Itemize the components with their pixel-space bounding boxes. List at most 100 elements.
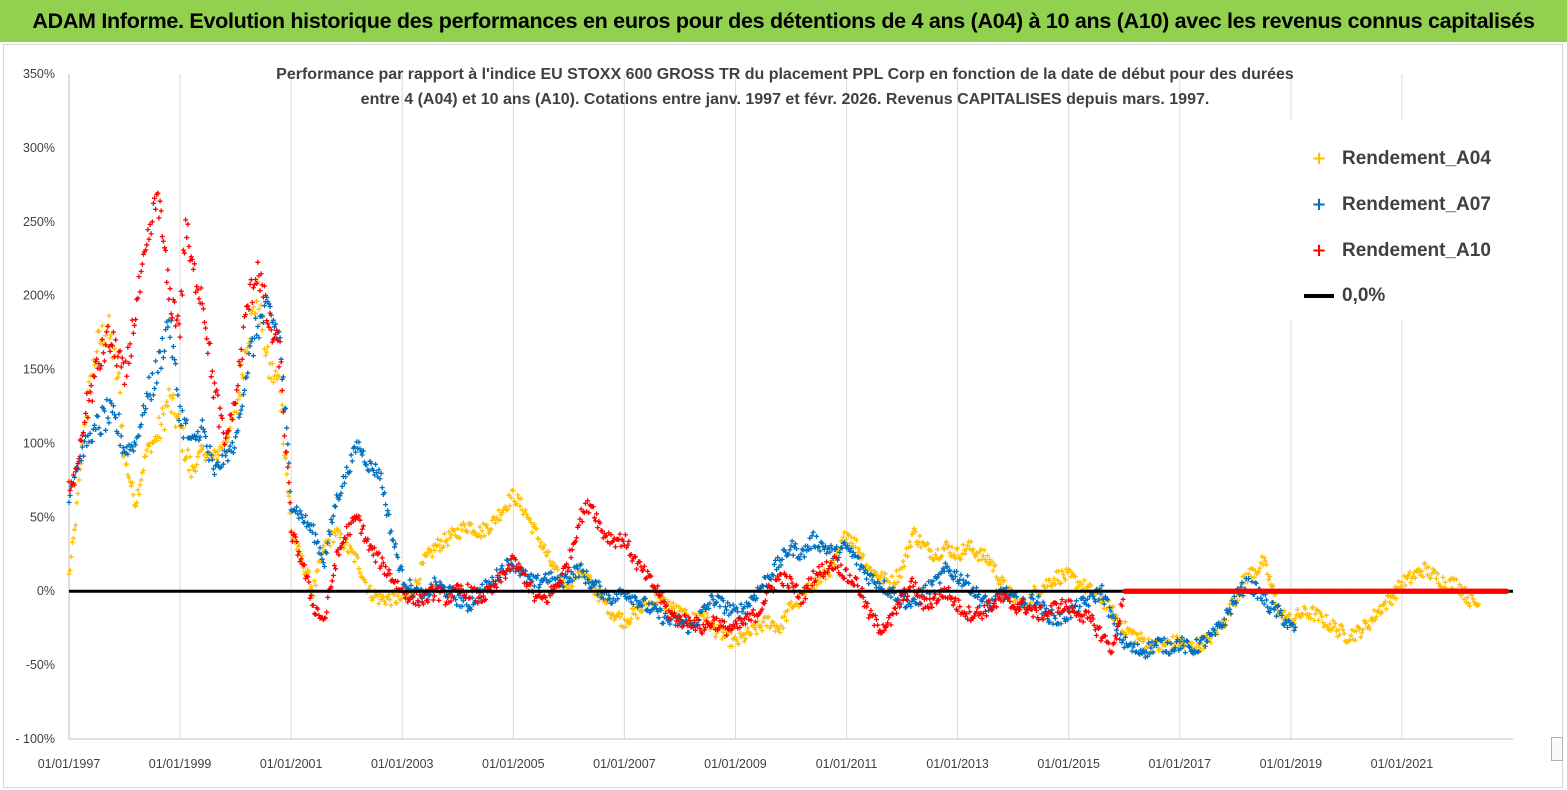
data-point: [1119, 603, 1125, 609]
data-point: [248, 277, 254, 283]
data-point: [1265, 604, 1271, 610]
data-point: [326, 528, 332, 534]
data-point: [898, 593, 904, 599]
data-point: [279, 388, 285, 394]
data-point: [577, 516, 583, 522]
data-point: [801, 554, 807, 560]
data-point: [1208, 640, 1214, 646]
data-point: [1399, 579, 1405, 585]
resize-handle[interactable]: [1551, 737, 1563, 761]
data-point: [280, 441, 286, 447]
data-point: [816, 544, 822, 550]
data-point: [249, 308, 255, 314]
data-point: [144, 390, 150, 396]
data-point: [246, 306, 252, 312]
data-point: [810, 529, 816, 535]
chart-title-line1: Performance par rapport à l'indice EU ST…: [276, 66, 1294, 83]
data-point: [156, 215, 162, 221]
data-point: [447, 535, 453, 541]
data-point: [254, 298, 260, 304]
data-point: [1059, 597, 1065, 603]
data-point: [606, 592, 612, 598]
data-point: [634, 566, 640, 572]
data-point: [900, 558, 906, 564]
data-point: [184, 235, 190, 241]
data-point: [244, 374, 250, 380]
data-point: [941, 546, 947, 552]
data-point: [195, 429, 201, 435]
data-point: [425, 599, 431, 605]
data-point: [1191, 647, 1197, 653]
data-point: [267, 304, 273, 310]
data-point: [74, 466, 80, 472]
data-point: [281, 452, 287, 458]
data-point: [514, 501, 520, 507]
data-point: [349, 458, 355, 464]
data-point: [555, 567, 561, 573]
data-point: [798, 551, 804, 557]
data-point: [385, 508, 391, 514]
data-point: [952, 595, 958, 601]
data-point: [475, 600, 481, 606]
data-point: [1012, 607, 1018, 613]
data-point: [931, 595, 937, 601]
data-point: [219, 415, 225, 421]
data-point: [237, 362, 243, 368]
data-point: [325, 594, 331, 600]
data-point: [977, 549, 983, 555]
data-point: [860, 564, 866, 570]
data-point: [788, 543, 794, 549]
data-point: [1138, 630, 1144, 636]
data-point: [496, 507, 502, 513]
data-point: [809, 583, 815, 589]
data-point: [1239, 580, 1245, 586]
data-point: [978, 546, 984, 552]
data-point: [995, 592, 1001, 598]
y-tick-label: 100%: [23, 436, 55, 450]
data-point: [100, 405, 106, 411]
data-point: [848, 534, 854, 540]
data-point: [376, 550, 382, 556]
data-point: [976, 557, 982, 563]
data-point: [928, 548, 934, 554]
data-point: [824, 550, 830, 556]
data-point: [1469, 592, 1475, 598]
data-point: [1067, 609, 1073, 615]
data-point: [1135, 641, 1141, 647]
data-point: [208, 374, 214, 380]
data-point: [879, 569, 885, 575]
data-point: [744, 614, 750, 620]
legend-item-a10: + Rendement_A10: [1290, 237, 1540, 267]
data-point: [306, 579, 312, 585]
data-point: [720, 598, 726, 604]
data-point: [595, 592, 601, 598]
data-point: [546, 549, 552, 555]
data-point: [1101, 601, 1107, 607]
data-point: [935, 574, 941, 580]
data-point: [403, 595, 409, 601]
data-point: [1197, 645, 1203, 651]
data-point: [1079, 581, 1085, 587]
data-point: [313, 611, 319, 617]
data-point: [234, 387, 240, 393]
data-point: [72, 527, 78, 533]
data-point: [323, 615, 329, 621]
data-point: [529, 529, 535, 535]
data-point: [503, 504, 509, 510]
data-point: [854, 561, 860, 567]
data-point: [286, 480, 292, 486]
data-point: [1453, 577, 1459, 583]
data-point: [550, 560, 556, 566]
data-point: [916, 539, 922, 545]
plus-marker-icon: +: [1311, 148, 1327, 169]
data-point: [564, 583, 570, 589]
data-point: [975, 594, 981, 600]
data-point: [376, 467, 382, 473]
data-point: [1219, 624, 1225, 630]
data-point: [148, 231, 154, 237]
data-point: [589, 579, 595, 585]
data-point: [911, 526, 917, 532]
data-point: [495, 572, 501, 578]
data-point: [264, 349, 270, 355]
data-point: [67, 567, 73, 573]
